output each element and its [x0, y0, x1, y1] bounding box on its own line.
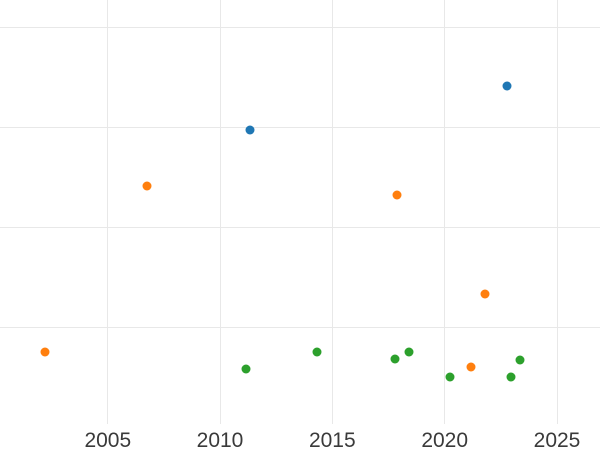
data-point-orange [480, 289, 490, 299]
x-gridline [556, 0, 558, 424]
data-point-green [312, 347, 322, 357]
y-gridline [0, 27, 600, 29]
data-point-orange [40, 347, 50, 357]
x-tick-label: 2020 [421, 429, 469, 450]
x-gridline [219, 0, 221, 424]
y-gridline [0, 327, 600, 329]
x-gridline [107, 0, 109, 424]
data-point-green [515, 355, 525, 365]
x-tick-label: 2010 [196, 429, 244, 450]
data-point-green [404, 347, 414, 357]
data-point-green [445, 372, 455, 382]
data-point-green [390, 354, 400, 364]
data-point-orange [392, 190, 402, 200]
data-point-orange [142, 181, 152, 191]
x-gridline [444, 0, 446, 424]
x-tick-label: 2025 [533, 429, 581, 450]
x-tick-label: 2015 [308, 429, 356, 450]
data-point-green [506, 372, 516, 382]
y-gridline [0, 127, 600, 129]
data-point-blue [502, 81, 512, 91]
x-gridline [331, 0, 333, 424]
x-tick-label: 2005 [84, 429, 132, 450]
data-point-blue [245, 125, 255, 134]
data-point-orange [466, 362, 476, 372]
y-gridline [0, 227, 600, 229]
data-point-green [241, 364, 251, 374]
